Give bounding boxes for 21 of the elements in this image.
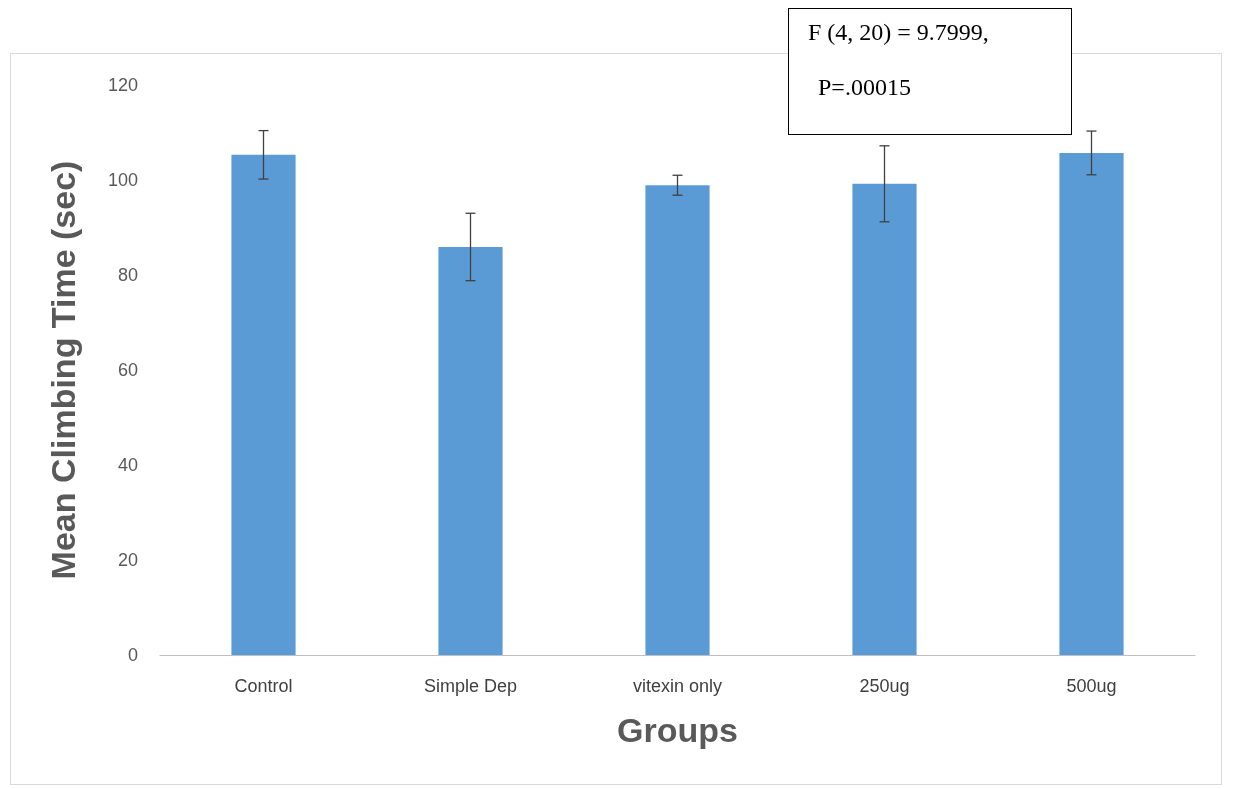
bar	[438, 246, 503, 655]
bar	[1059, 152, 1124, 655]
y-tick-label: 40	[117, 455, 138, 475]
x-tick-label: Simple Dep	[423, 676, 518, 696]
y-tick-label: 20	[117, 550, 138, 570]
text: F (4, 20) = 9.7999,	[808, 19, 989, 45]
y-axis-title: Mean Climbing Time (sec)	[44, 160, 82, 580]
x-axis-title: Groups	[617, 711, 738, 749]
bar	[231, 154, 296, 655]
bar	[645, 185, 710, 655]
y-tick-label: 100	[107, 170, 138, 190]
y-tick-label: 120	[107, 75, 138, 95]
y-tick-label: 80	[117, 265, 138, 285]
y-tick-label: 0	[127, 645, 138, 665]
x-tick-label: 250ug	[859, 676, 910, 696]
x-tick-label: 500ug	[1066, 676, 1117, 696]
y-tick-label: 60	[117, 360, 138, 380]
bar	[852, 183, 917, 655]
annotation: P=.00015	[818, 74, 911, 100]
x-tick-label: Control	[234, 676, 293, 696]
x-tick-label: vitexin only	[632, 676, 723, 696]
